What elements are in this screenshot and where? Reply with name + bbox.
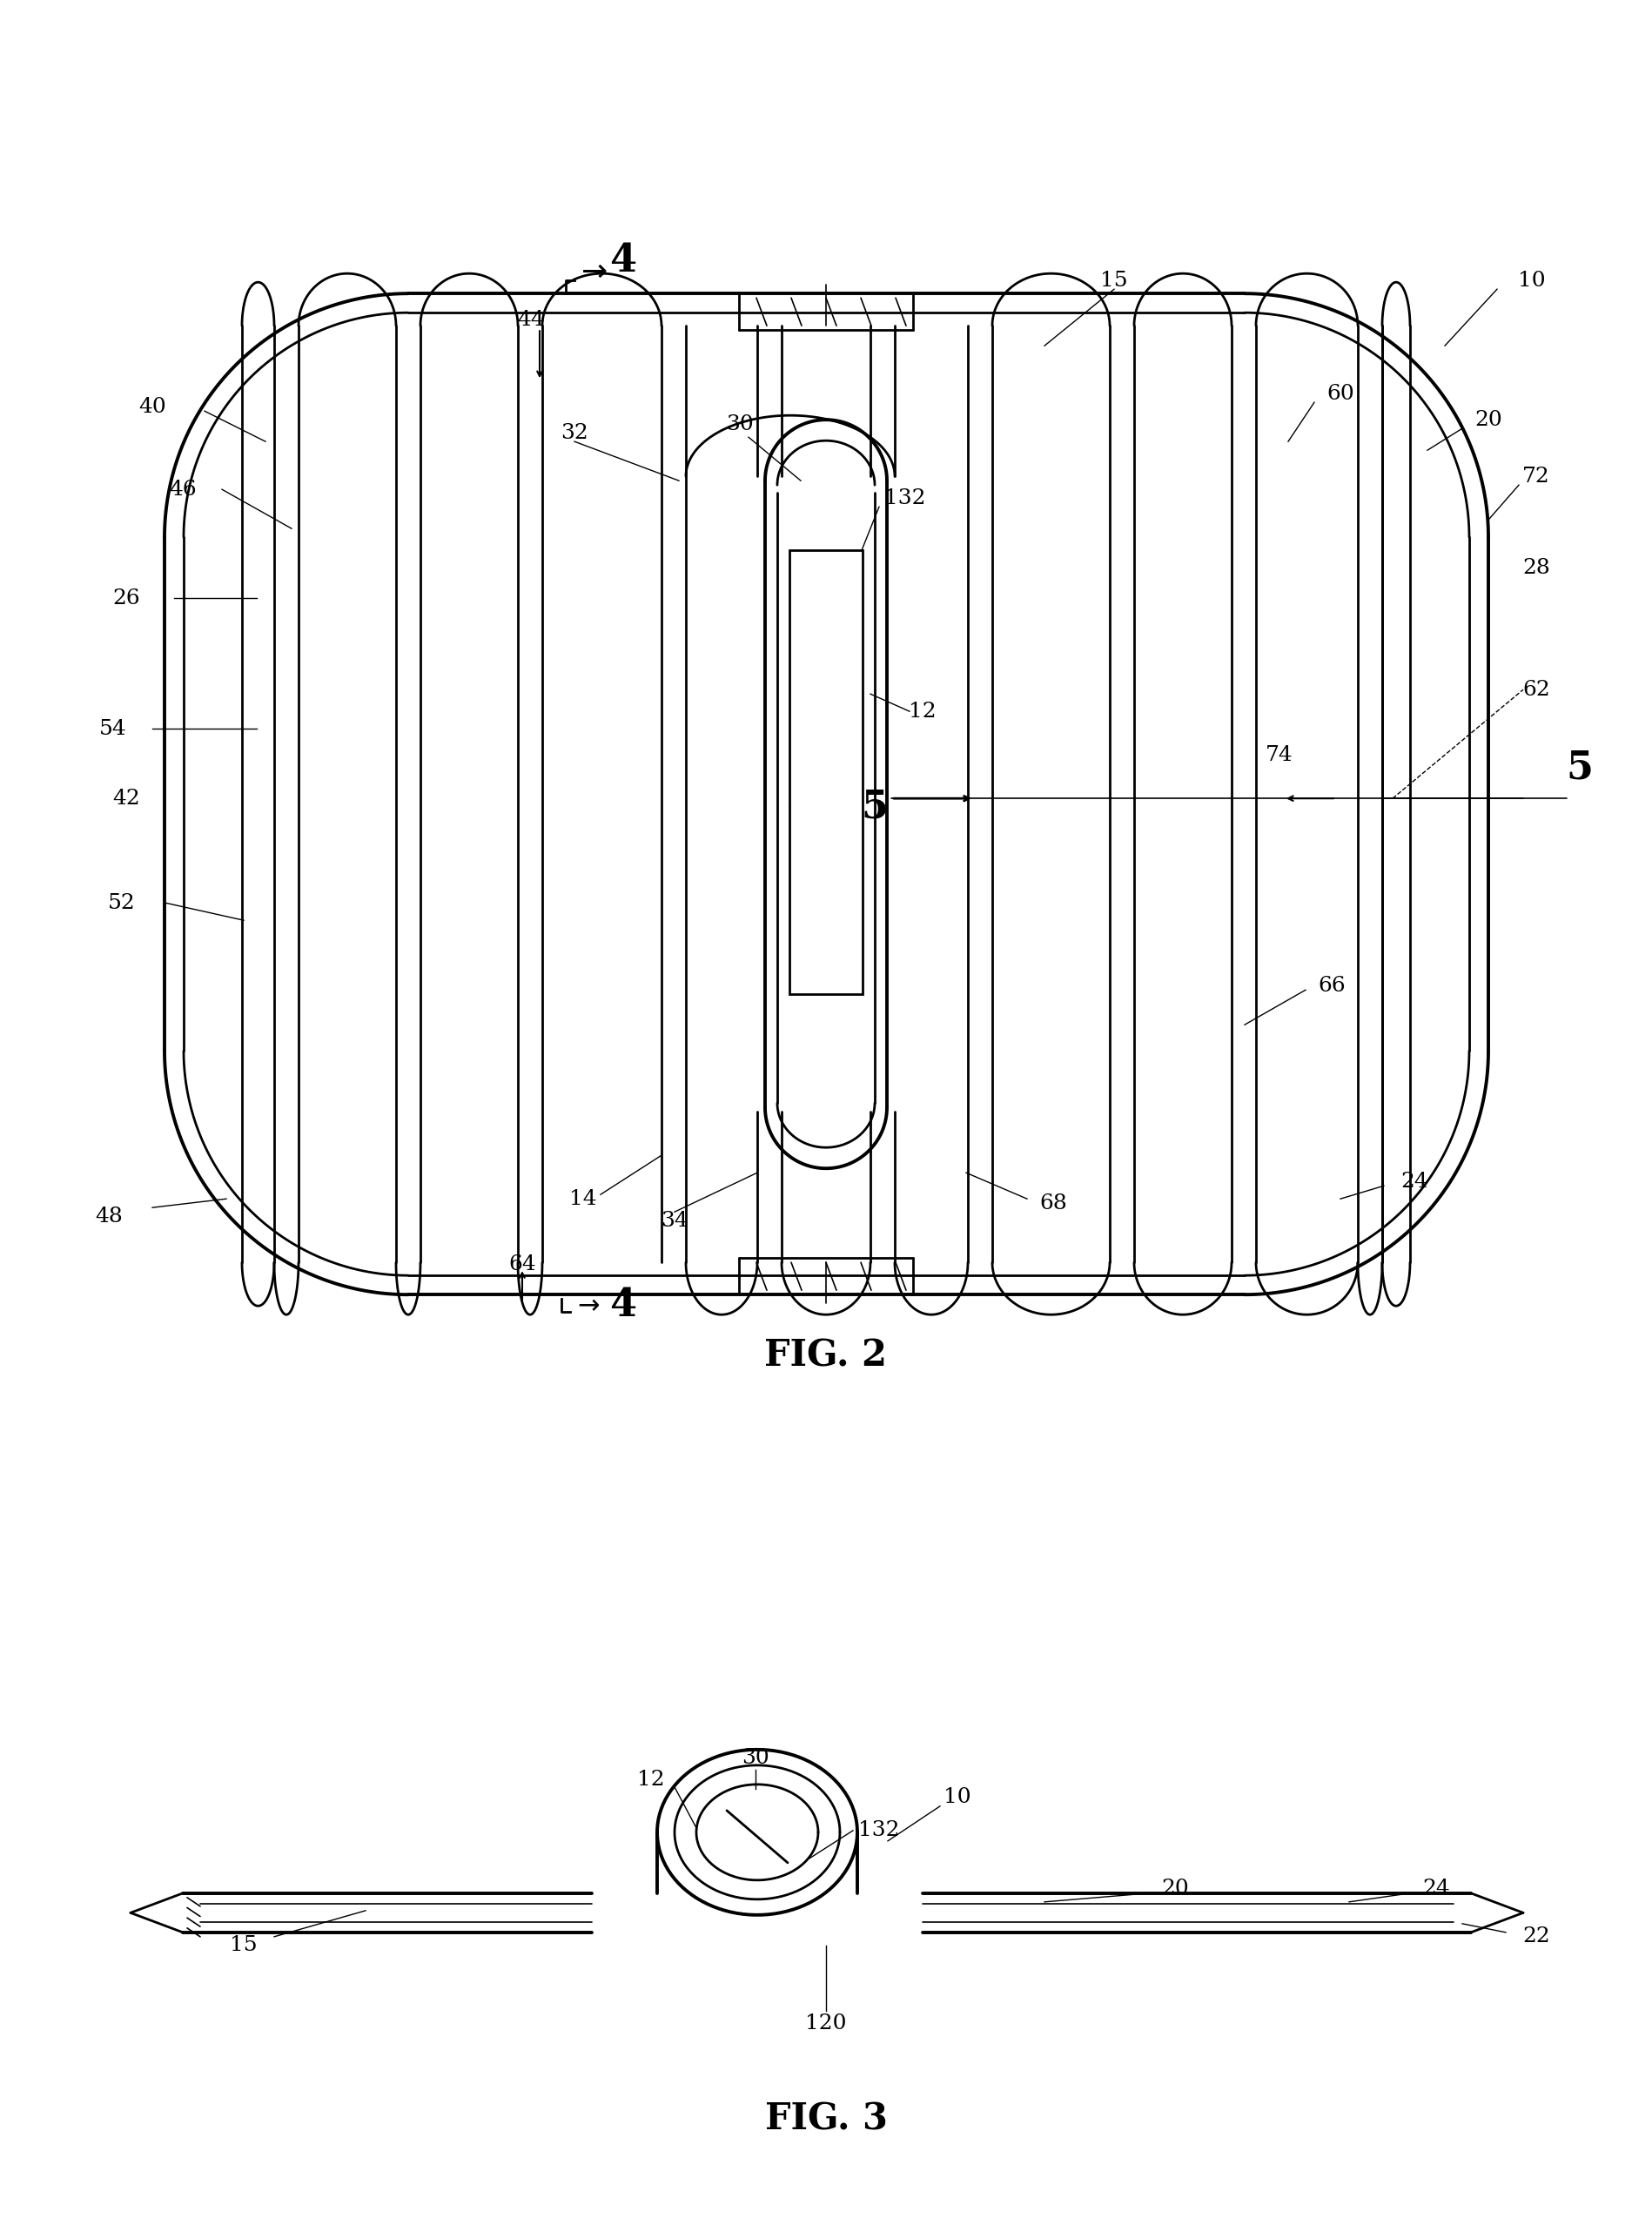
- Text: 30: 30: [742, 1749, 768, 1769]
- Text: 60: 60: [1327, 383, 1353, 403]
- Text: 22: 22: [1521, 1927, 1550, 1947]
- Bar: [790, 550, 862, 995]
- Bar: [738, 1257, 912, 1295]
- Text: 20: 20: [1161, 1878, 1188, 1898]
- Text: 64: 64: [509, 1255, 535, 1275]
- Text: 48: 48: [94, 1206, 122, 1226]
- Text: 30: 30: [725, 414, 753, 434]
- Text: 4: 4: [610, 1286, 636, 1324]
- Text: 12: 12: [909, 701, 937, 721]
- Text: 10: 10: [1517, 271, 1545, 291]
- Text: 28: 28: [1521, 558, 1550, 578]
- Text: 12: 12: [638, 1771, 664, 1791]
- Text: 120: 120: [805, 2014, 846, 2034]
- Text: $\rightarrow$: $\rightarrow$: [575, 256, 606, 287]
- Text: 132: 132: [884, 487, 925, 507]
- Text: 68: 68: [1039, 1193, 1067, 1213]
- Text: 72: 72: [1521, 467, 1550, 487]
- Text: 4: 4: [610, 243, 636, 280]
- Text: 32: 32: [560, 423, 588, 443]
- Text: 66: 66: [1317, 975, 1345, 995]
- Text: FIG. 2: FIG. 2: [765, 1337, 887, 1373]
- Text: 62: 62: [1521, 679, 1550, 699]
- Text: 44: 44: [517, 309, 545, 329]
- Text: 15: 15: [1100, 271, 1127, 291]
- Text: 42: 42: [112, 788, 140, 808]
- Text: 24: 24: [1422, 1878, 1449, 1898]
- Text: 5: 5: [1566, 750, 1593, 788]
- Text: 52: 52: [107, 892, 135, 912]
- Text: 24: 24: [1399, 1170, 1427, 1190]
- Text: 5: 5: [861, 788, 887, 825]
- Text: 46: 46: [169, 478, 197, 498]
- Text: 14: 14: [568, 1188, 596, 1208]
- Text: 15: 15: [230, 1936, 258, 1956]
- Text: FIG. 3: FIG. 3: [765, 2100, 887, 2138]
- Text: 54: 54: [99, 719, 127, 739]
- Text: 10: 10: [943, 1787, 971, 1807]
- Text: 26: 26: [112, 587, 140, 607]
- Text: 132: 132: [857, 1820, 899, 1840]
- Bar: [738, 294, 912, 329]
- Text: $\rightarrow$: $\rightarrow$: [572, 1293, 600, 1317]
- Text: 20: 20: [1474, 409, 1502, 429]
- Text: 40: 40: [139, 396, 167, 416]
- Text: 34: 34: [661, 1210, 687, 1230]
- Text: 74: 74: [1265, 745, 1292, 765]
